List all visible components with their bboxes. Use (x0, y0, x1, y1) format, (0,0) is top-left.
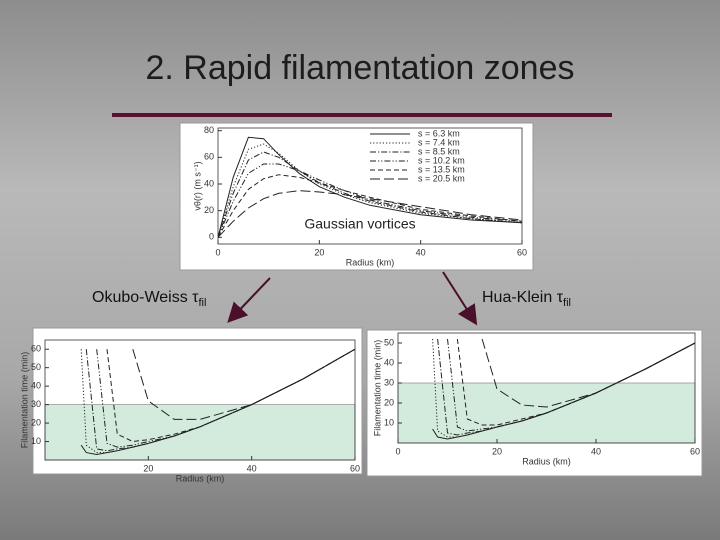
caption: Okubo-Weiss τfil (92, 289, 206, 309)
caption-text: Hua-Klein τ (482, 289, 564, 306)
y-axis-label: Filamentation time (min) (19, 352, 29, 449)
chart: 10 20 30 40 50 60 20 40 60 Radius (km) Filamentati… (19, 327, 363, 483)
x-tick-label: 0 (215, 247, 220, 257)
y-tick-label: 40 (384, 357, 394, 367)
y-tick-label: 30 (384, 377, 394, 387)
y-tick-label: 20 (384, 397, 394, 407)
x-tick-label: 60 (690, 446, 700, 456)
x-axis-label: Radius (km) (346, 257, 395, 267)
x-tick-label: 0 (395, 446, 400, 456)
y-tick-label: 10 (384, 417, 394, 427)
plot-frame (397, 332, 696, 444)
y-tick-label: 80 (204, 125, 214, 135)
x-tick-label: 20 (143, 463, 153, 473)
y-tick-label: 40 (204, 178, 214, 188)
x-tick-label: 60 (517, 247, 527, 257)
plot-frame (44, 339, 356, 461)
y-axis-label: Filamentation time (min) (372, 340, 382, 437)
series-line (218, 174, 522, 238)
legend-label: s = 10.2 km (418, 155, 465, 165)
x-tick-label: 60 (350, 463, 360, 473)
chart: 10 20 30 40 50 0 20 40 60 Radius (km) Filamentatio… (366, 329, 703, 477)
legend-label: s = 6.3 km (418, 128, 460, 138)
y-tick-label: 60 (31, 344, 41, 354)
caption: Hua-Klein τfil (482, 289, 571, 309)
legend-label: s = 8.5 km (418, 146, 460, 156)
shaded-band (44, 404, 356, 461)
y-axis-label: vθ(r) (m s⁻¹) (192, 161, 202, 210)
x-tick-label: 40 (247, 463, 257, 473)
series-line (218, 143, 522, 238)
y-tick-label: 0 (209, 232, 214, 242)
caption-text: Okubo-Weiss τ (92, 289, 199, 306)
series-line (481, 338, 695, 408)
arrow (442, 271, 478, 326)
x-tick-label: 20 (492, 446, 502, 456)
legend-label: s = 13.5 km (418, 164, 465, 174)
slide-title: 2. Rapid filamentation zones (145, 49, 574, 87)
x-tick-label: 40 (591, 446, 601, 456)
caption: Gaussian vortices (304, 216, 415, 232)
y-tick-label: 40 (31, 381, 41, 391)
y-tick-label: 30 (31, 399, 41, 409)
plot-frame (217, 127, 523, 245)
y-tick-label: 50 (384, 337, 394, 347)
series-line (218, 163, 522, 238)
legend-label: s = 7.4 km (418, 137, 460, 147)
x-axis-label: Radius (km) (522, 456, 571, 466)
chart: 0 20 40 60 80 0 20 40 60 Radius (km) vθ(r) (m s⁻¹)… (179, 122, 534, 271)
y-tick-label: 20 (204, 205, 214, 215)
y-tick-label: 60 (204, 152, 214, 162)
series-line (218, 190, 522, 238)
series-line (456, 338, 695, 426)
caption-sub: fil (199, 297, 207, 309)
x-tick-label: 40 (416, 247, 426, 257)
x-axis-label: Radius (km) (176, 473, 225, 483)
x-tick-label: 20 (314, 247, 324, 257)
y-tick-label: 20 (31, 417, 41, 427)
y-tick-label: 50 (31, 362, 41, 372)
series-line (437, 338, 695, 436)
y-tick-label: 10 (31, 436, 41, 446)
arrow (227, 277, 271, 323)
legend-label: s = 20.5 km (418, 173, 465, 183)
caption-sub: fil (563, 297, 571, 309)
